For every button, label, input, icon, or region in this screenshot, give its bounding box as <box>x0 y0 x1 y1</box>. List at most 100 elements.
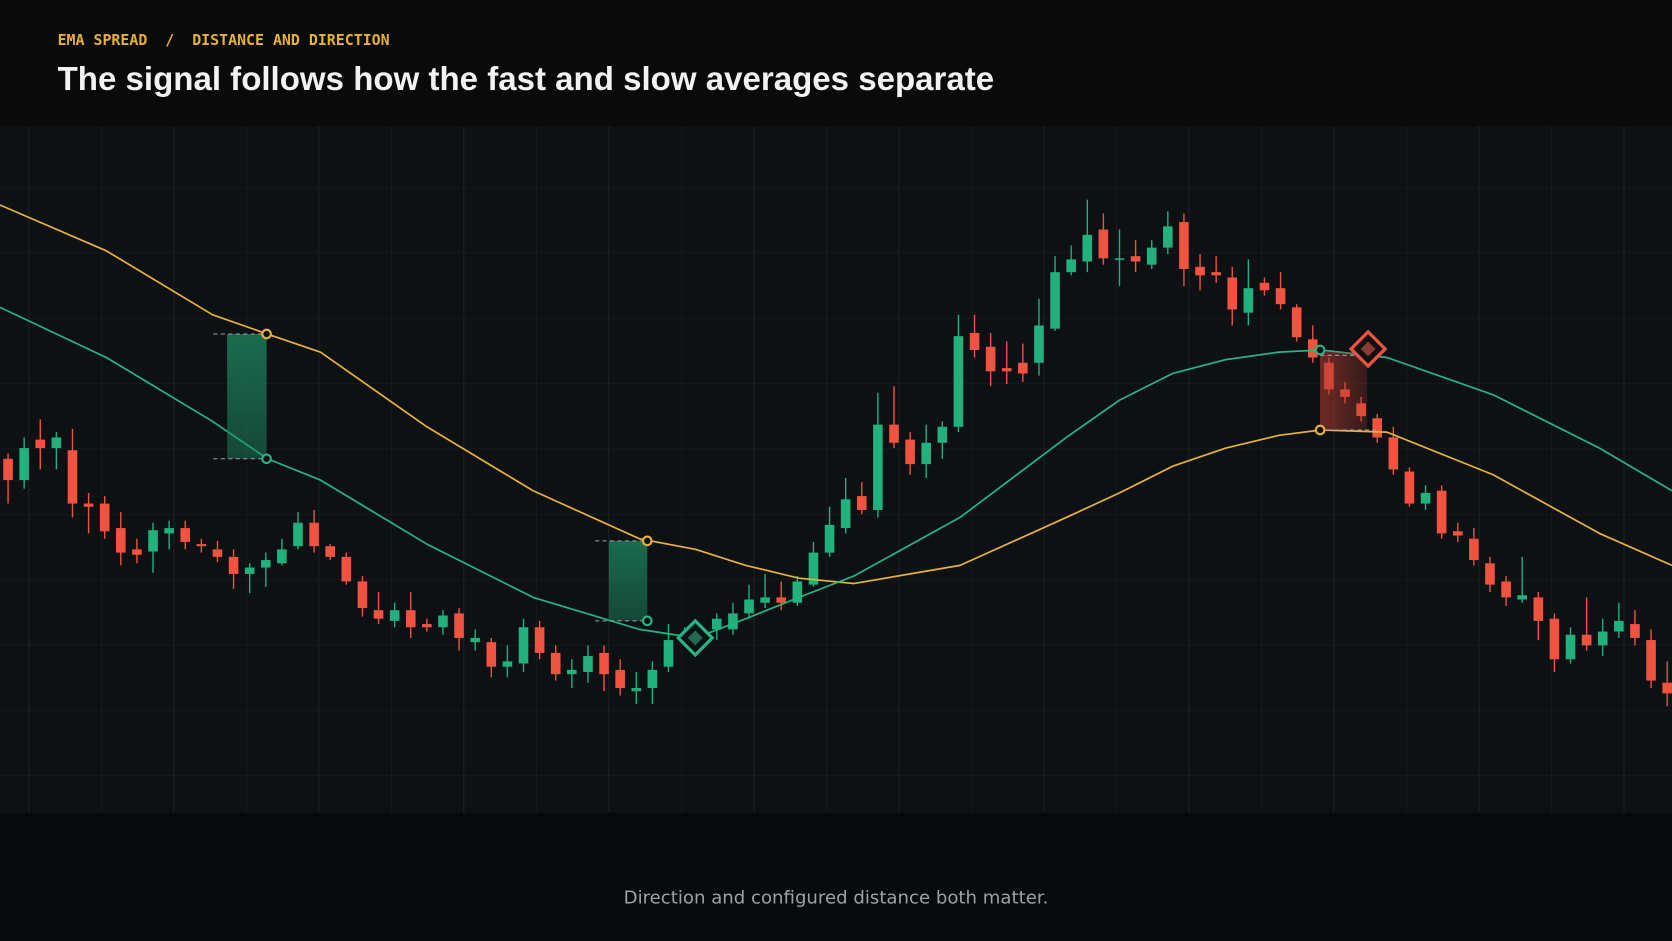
candle-body <box>341 556 352 582</box>
candle-body <box>1066 259 1076 273</box>
spread-guide <box>213 333 267 460</box>
candle-body <box>583 656 593 673</box>
candle-body <box>953 336 964 427</box>
candle-body <box>148 530 158 552</box>
fast-marker <box>261 453 272 465</box>
short-signal-core <box>1360 341 1376 357</box>
candle-body <box>164 528 174 534</box>
candle-body <box>615 669 625 689</box>
candle-body <box>937 426 948 443</box>
candle-body <box>1565 634 1576 660</box>
candle-body <box>1163 226 1173 248</box>
candle-body <box>599 652 609 675</box>
candle-body <box>454 613 464 638</box>
spread-guide <box>595 540 648 622</box>
candle-body <box>1018 362 1028 374</box>
long-signal-core <box>687 630 703 646</box>
candle-body <box>1485 563 1495 585</box>
candle-body <box>357 581 368 609</box>
candle-body <box>1195 266 1205 276</box>
candle-body <box>1581 634 1592 646</box>
candle-body <box>67 450 78 504</box>
candle-body <box>1372 418 1383 438</box>
candle-body <box>1646 640 1656 681</box>
candle-body <box>325 546 336 557</box>
ema-line <box>0 204 1672 585</box>
candle-body <box>486 642 497 667</box>
candle-body <box>1662 682 1672 694</box>
candle-body <box>1227 277 1238 310</box>
header-bg <box>0 0 1672 127</box>
fast-marker <box>1314 344 1326 356</box>
candle-body <box>534 627 545 653</box>
spread-shade <box>1320 352 1368 430</box>
candle-body <box>840 499 851 529</box>
candle-body <box>1275 288 1286 305</box>
candle-body <box>196 544 207 547</box>
candle-body <box>1307 339 1318 358</box>
candle-body <box>1501 581 1511 598</box>
candle-body <box>631 688 642 692</box>
candle-body <box>567 669 577 675</box>
annotations <box>213 328 1388 658</box>
candle-body <box>1436 490 1447 534</box>
candle-body <box>712 618 722 630</box>
candle-body <box>1388 437 1399 470</box>
candle-body <box>1001 368 1012 372</box>
candle-body <box>373 610 384 619</box>
candle-body <box>277 549 287 564</box>
candle-body <box>663 640 674 667</box>
candle-body <box>1452 531 1463 536</box>
candle-body <box>744 599 754 614</box>
grid <box>0 126 1672 813</box>
candle-body <box>1404 471 1415 504</box>
candle-body <box>1243 288 1254 313</box>
candle-body <box>647 669 658 689</box>
candle-body <box>985 346 996 372</box>
kicker: EMA SPREAD / DISTANCE AND DIRECTION <box>58 31 390 49</box>
candle-body <box>51 437 62 449</box>
spread-shade <box>608 540 648 621</box>
candle-body <box>1050 272 1060 329</box>
candle-body <box>502 661 513 667</box>
candle-body <box>309 522 319 547</box>
candle-body <box>856 496 867 510</box>
candle-body <box>518 627 529 664</box>
candle-body <box>1179 222 1189 269</box>
candle-body <box>1517 595 1527 600</box>
candle-body <box>1291 307 1302 338</box>
candle-body <box>132 549 142 555</box>
slow-marker <box>641 535 653 547</box>
candle-body <box>728 613 738 630</box>
candle-body <box>116 528 126 553</box>
slow-marker <box>1314 424 1326 436</box>
candle-body <box>1420 492 1431 504</box>
candle-body <box>1630 624 1640 638</box>
candle-body <box>228 556 239 574</box>
candle-body <box>389 610 400 621</box>
candle-body <box>212 549 223 557</box>
candle-body <box>760 597 770 603</box>
spread-shade <box>227 334 267 459</box>
caption: Direction and configured distance both m… <box>624 887 1049 908</box>
candle-body <box>180 528 191 542</box>
candle-body <box>1034 325 1044 363</box>
candle-body <box>260 560 271 568</box>
candle-body <box>1114 258 1125 260</box>
candle-body <box>405 610 416 628</box>
candle-body <box>422 624 432 628</box>
candle-body <box>438 615 448 628</box>
candle-body <box>1549 618 1560 660</box>
candle-body <box>1146 247 1157 265</box>
candle-body <box>470 637 480 643</box>
candle-body <box>921 442 932 465</box>
candle-body <box>824 524 835 553</box>
candle-body <box>1614 620 1624 632</box>
candle-body <box>808 552 819 585</box>
candle-body <box>1259 282 1270 291</box>
candle-body <box>293 522 303 547</box>
candle-body <box>873 424 883 510</box>
candle-body <box>792 581 803 603</box>
candle-body <box>83 503 94 507</box>
